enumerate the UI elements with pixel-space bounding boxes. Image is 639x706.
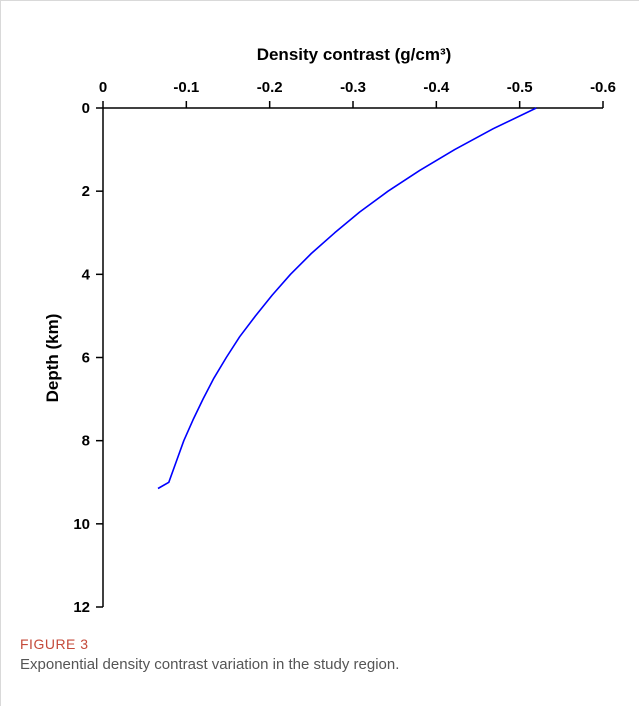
density-depth-chart: Density contrast (g/cm³) Depth (km) 0 -0.… [43,45,616,616]
x-tick-label: 0 [99,79,107,96]
x-ticks: 0 -0.1 -0.2 -0.3 -0.4 -0.5 -0.6 [99,79,616,108]
y-axis-title: Depth (km) [43,314,62,403]
y-tick-label: 4 [82,266,91,283]
caption-text: Exponential density contrast variation i… [20,656,400,673]
caption-label: FIGURE 3 [20,636,89,652]
series-group [157,107,537,490]
x-tick-label: -0.1 [173,79,199,96]
density-curve [157,107,537,490]
x-tick-label: -0.4 [423,79,450,96]
y-tick-label: 6 [82,350,90,367]
x-tick-label: -0.2 [257,79,283,96]
y-ticks: 0 2 4 6 8 10 12 [73,100,103,616]
y-tick-label: 0 [82,100,90,117]
x-axis-title: Density contrast (g/cm³) [257,45,452,64]
y-tick-label: 12 [73,599,90,616]
x-tick-label: -0.3 [340,79,366,96]
x-tick-label: -0.6 [590,79,616,96]
y-tick-label: 2 [82,183,90,200]
y-tick-label: 8 [82,433,90,450]
x-tick-label: -0.5 [507,79,533,96]
figure-caption: FIGURE 3 Exponential density contrast va… [20,636,620,673]
axes [102,107,603,607]
y-tick-label: 10 [73,516,90,533]
